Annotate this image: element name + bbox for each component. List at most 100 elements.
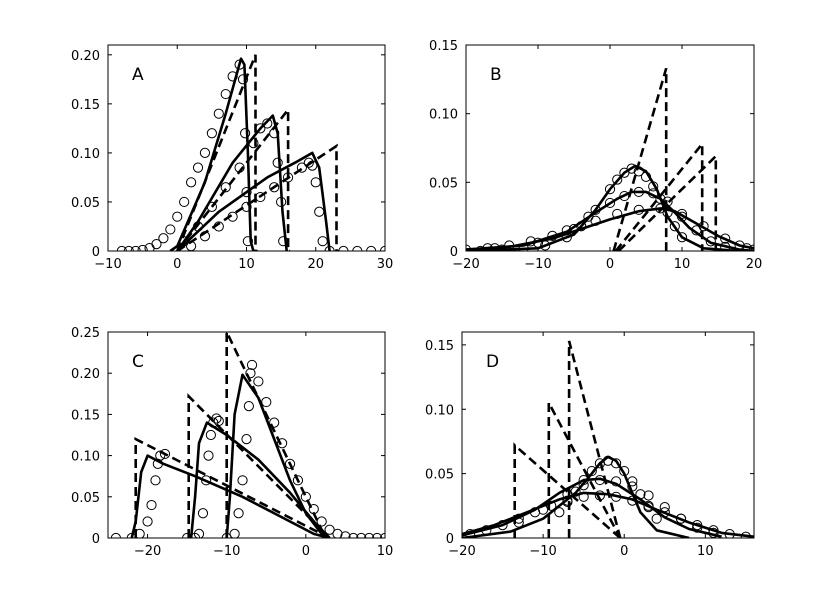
data-point-circles-3 — [269, 417, 280, 428]
data-point-circles-1 — [604, 184, 616, 195]
data-point-circles-2 — [720, 241, 731, 251]
data-point-circles-3 — [307, 160, 318, 171]
series-dashed-3 — [176, 143, 339, 251]
y-tick-label: 0 — [92, 245, 100, 260]
data-point-circles-3 — [676, 208, 688, 220]
data-point-circles-1 — [635, 489, 646, 500]
data-point-circles-1 — [633, 166, 644, 177]
data-point-circles-3 — [233, 508, 244, 519]
data-point-circles-3 — [465, 529, 476, 538]
data-point-circles-1 — [220, 88, 231, 100]
data-point-circles-1 — [158, 233, 169, 244]
data-point-circles-3 — [513, 513, 524, 524]
data-point-circles-3 — [546, 500, 557, 511]
data-point-circles-2 — [633, 186, 644, 198]
data-point-circles-3 — [379, 245, 385, 251]
y-tick-label: 0.10 — [71, 450, 100, 465]
data-point-circles-3 — [379, 532, 385, 538]
x-tick-label: 30 — [377, 257, 394, 272]
series-solid-2 — [462, 477, 722, 538]
data-point-circles-3 — [246, 359, 258, 371]
data-point-circles-1 — [619, 465, 630, 477]
data-point-circles-3 — [110, 532, 122, 538]
data-point-circles-3 — [578, 491, 589, 502]
y-tick-label: 0.20 — [71, 49, 100, 64]
series-dashed-3 — [567, 340, 622, 538]
series-solid-1 — [130, 454, 330, 538]
x-tick-label: −20 — [134, 544, 161, 559]
series-solid-1 — [169, 57, 255, 251]
data-point-circles-3 — [740, 531, 751, 538]
x-tick-label: −20 — [448, 544, 475, 559]
y-tick-label: 0.10 — [71, 147, 100, 162]
series-dashed-2 — [176, 105, 291, 251]
data-point-circles-1 — [626, 163, 637, 174]
data-point-circles-1 — [150, 475, 161, 486]
data-point-circles-3 — [243, 401, 254, 412]
data-point-circles-3 — [241, 434, 252, 445]
y-tick-label: 0.05 — [425, 468, 454, 483]
data-point-circles-2 — [201, 475, 212, 486]
data-point-circles-3 — [466, 244, 472, 251]
data-point-circles-1 — [561, 232, 572, 243]
data-point-circles-1 — [151, 239, 162, 250]
plot-area — [110, 331, 385, 538]
data-point-circles-3 — [708, 525, 719, 536]
data-point-circles-1 — [234, 59, 245, 70]
data-point-circles-3 — [340, 531, 351, 538]
data-point-circles-2 — [705, 236, 716, 247]
series-dashed-1 — [513, 442, 622, 538]
data-point-circles-2 — [276, 196, 287, 208]
panel-label: D — [486, 352, 499, 372]
data-point-circles-3 — [277, 438, 288, 449]
x-tick-label: −10 — [94, 257, 121, 272]
data-point-circles-3 — [182, 532, 193, 538]
data-point-circles-3 — [675, 513, 687, 524]
data-point-circles-3 — [241, 201, 252, 212]
data-point-circles-1 — [612, 174, 623, 185]
series-dashed-1 — [134, 436, 331, 538]
data-point-circles-2 — [578, 480, 589, 491]
data-point-circles-2 — [532, 237, 544, 248]
data-point-circles-3 — [316, 516, 327, 527]
data-point-circles-3 — [698, 221, 709, 232]
data-point-circles-3 — [724, 529, 735, 538]
x-tick-label: 10 — [238, 257, 255, 272]
series-solid-2 — [466, 190, 754, 251]
data-point-circles-1 — [237, 74, 249, 85]
y-tick-label: 0.15 — [71, 98, 100, 113]
data-point-circles-2 — [562, 489, 573, 500]
data-point-circles-1 — [146, 499, 157, 511]
panel-d: −20 −10 0 10 0 0.05 0.10 0.15 D — [425, 331, 755, 559]
data-point-circles-1 — [241, 187, 252, 198]
data-point-circles-1 — [576, 221, 587, 232]
x-tick-label: 0 — [620, 544, 628, 559]
data-point-circles-3 — [720, 233, 731, 244]
series-dashed-1 — [612, 67, 668, 251]
data-point-circles-2 — [179, 236, 190, 247]
series-solid-3 — [225, 373, 331, 538]
y-tick-label: 0.05 — [71, 196, 100, 211]
panel-label: B — [490, 65, 502, 85]
data-point-circles-3 — [594, 490, 605, 501]
data-point-circles-2 — [269, 128, 280, 139]
axes-frame — [461, 331, 755, 539]
data-point-circles-3 — [643, 500, 654, 511]
panel-b: −20 −10 0 10 20 0 0.05 0.10 0.15 B — [429, 39, 762, 272]
data-point-circles-1 — [179, 196, 190, 208]
data-point-circles-1 — [137, 244, 148, 251]
data-point-circles-2 — [676, 211, 688, 222]
data-point-circles-3 — [284, 458, 296, 469]
data-point-circles-3 — [338, 245, 349, 251]
data-point-circles-1 — [669, 221, 680, 232]
data-point-circles-3 — [356, 532, 367, 538]
data-point-circles-3 — [308, 504, 319, 515]
data-point-circles-3 — [255, 191, 266, 203]
x-tick-label: 20 — [746, 257, 763, 272]
data-point-circles-2 — [192, 221, 204, 232]
data-point-circles-1 — [518, 243, 529, 251]
data-point-circles-1 — [199, 147, 211, 159]
x-tick-label: 0 — [606, 257, 614, 272]
series-dashed-3 — [225, 331, 327, 538]
data-point-circles-3 — [627, 495, 638, 506]
